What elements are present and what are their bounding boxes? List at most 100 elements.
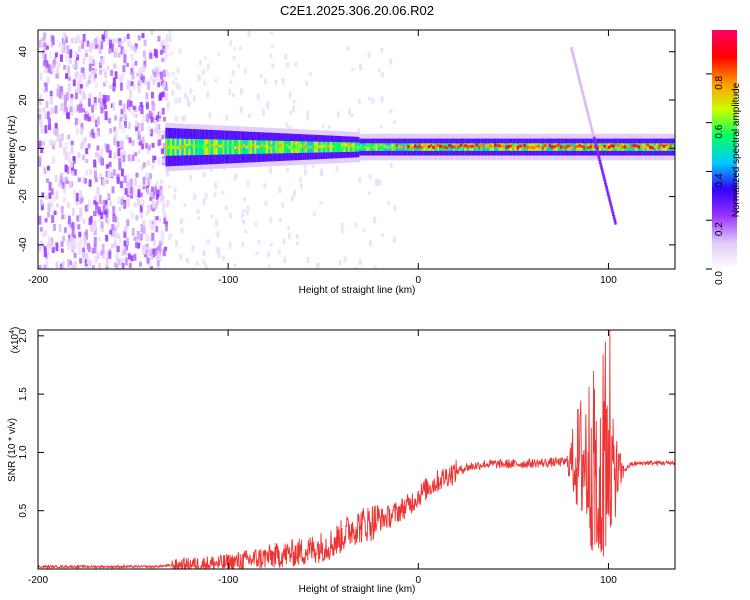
heatmap-cell: [88, 266, 92, 269]
heatmap-cell: [391, 143, 394, 147]
heatmap-cell: [38, 140, 42, 146]
snr-line: [38, 330, 675, 569]
heatmap-cell: [256, 145, 260, 149]
heatmap-cell: [53, 140, 57, 146]
heatmap-x-tick-label: -100: [218, 275, 238, 286]
heatmap-cell: [165, 33, 169, 38]
heatmap-cell: [594, 142, 597, 147]
heatmap-cell: [106, 193, 110, 200]
heatmap-cell: [117, 196, 121, 204]
heatmap-cell: [141, 33, 145, 39]
heatmap-cell: [78, 249, 82, 256]
heatmap-cell: [269, 166, 273, 174]
heatmap-cell: [93, 159, 97, 168]
heatmap-cell: [169, 51, 173, 56]
heatmap-cell: [598, 159, 602, 164]
heatmap-cell: [599, 162, 603, 167]
heatmap-cell: [325, 141, 328, 153]
heatmap-cell: [660, 143, 664, 151]
heatmap-cell: [455, 143, 458, 147]
heatmap-cell: [247, 144, 251, 148]
heatmap-cell: [603, 177, 606, 182]
heatmap-cell: [468, 145, 472, 149]
heatmap-cell: [76, 104, 80, 112]
heatmap-cell: [133, 178, 137, 187]
heatmap-cell: [138, 67, 142, 74]
heatmap-cell: [127, 154, 131, 162]
heatmap-cell: [354, 266, 358, 269]
heatmap-cell: [525, 146, 529, 150]
heatmap-y-axis-label: Frequency (Hz): [7, 116, 18, 185]
snr-panel: -200 -100 0 100 0.5 1.0 1.5 2.0 Height of stra…: [7, 327, 676, 595]
heatmap-cell: [284, 53, 288, 60]
heatmap-cell: [300, 144, 303, 148]
heatmap-cell: [90, 56, 94, 65]
heatmap-cell: [102, 205, 106, 215]
heatmap-cell: [573, 145, 577, 149]
heatmap-cell: [165, 69, 169, 75]
heatmap-cell: [42, 60, 46, 67]
heatmap-cell: [73, 252, 77, 259]
heatmap-cell: [306, 256, 310, 263]
heatmap-cell: [39, 94, 43, 100]
heatmap-cell: [192, 267, 196, 269]
heatmap-cell: [114, 243, 118, 249]
heatmap-cell: [211, 139, 214, 155]
heatmap-cell: [118, 206, 122, 211]
heatmap-cell: [393, 145, 397, 149]
heatmap-cell: [231, 145, 235, 149]
heatmap-cell: [109, 39, 113, 49]
heatmap-cell: [493, 143, 497, 151]
heatmap-cell: [343, 256, 347, 263]
heatmap-cell: [243, 197, 247, 202]
heatmap-cell: [44, 230, 48, 237]
heatmap-cell: [144, 79, 148, 86]
heatmap-cell: [125, 62, 129, 67]
heatmap-cell: [378, 179, 382, 186]
heatmap-cell: [633, 143, 636, 151]
heatmap-cell: [81, 90, 85, 100]
heatmap-cell: [113, 133, 117, 139]
heatmap-cell: [351, 68, 355, 72]
heatmap-cell: [124, 225, 128, 233]
colorbar-tick-label: 0.0: [714, 271, 725, 285]
heatmap-cell: [308, 71, 312, 77]
heatmap-cell: [261, 140, 264, 154]
heatmap-cell: [133, 202, 137, 208]
heatmap-cell: [216, 247, 220, 253]
heatmap-cell: [142, 225, 146, 234]
heatmap-cell: [588, 119, 592, 124]
heatmap-cell: [158, 217, 162, 223]
heatmap-cell: [42, 141, 46, 146]
heatmap-cell: [570, 46, 573, 51]
heatmap-cell: [154, 68, 158, 78]
heatmap-cell: [113, 152, 117, 160]
heatmap-cell: [130, 211, 134, 220]
heatmap-cell: [197, 216, 201, 220]
heatmap-cell: [392, 236, 396, 244]
heatmap-cell: [72, 79, 76, 87]
heatmap-cell: [580, 144, 584, 148]
heatmap-cell: [94, 38, 98, 45]
heatmap-cell: [304, 145, 308, 149]
heatmap-cell: [548, 144, 552, 148]
heatmap-cell: [91, 104, 95, 113]
heatmap-cell: [214, 182, 218, 189]
heatmap-cell: [596, 146, 600, 150]
heatmap-cell: [564, 146, 568, 150]
heatmap-cell: [79, 194, 83, 203]
heatmap-cell: [84, 170, 88, 176]
heatmap-cell: [157, 82, 161, 88]
heatmap-cell: [139, 101, 143, 107]
heatmap-cell: [644, 145, 648, 149]
heatmap-cell: [60, 241, 64, 247]
heatmap-cell: [94, 255, 98, 264]
heatmap-cell: [247, 30, 251, 38]
heatmap-cell: [118, 157, 122, 166]
heatmap-cell: [45, 45, 49, 50]
heatmap-cell: [160, 41, 164, 47]
heatmap-cell: [129, 186, 133, 194]
heatmap-cell: [48, 118, 52, 124]
heatmap-cell: [136, 72, 140, 77]
heatmap-cell: [82, 247, 86, 253]
